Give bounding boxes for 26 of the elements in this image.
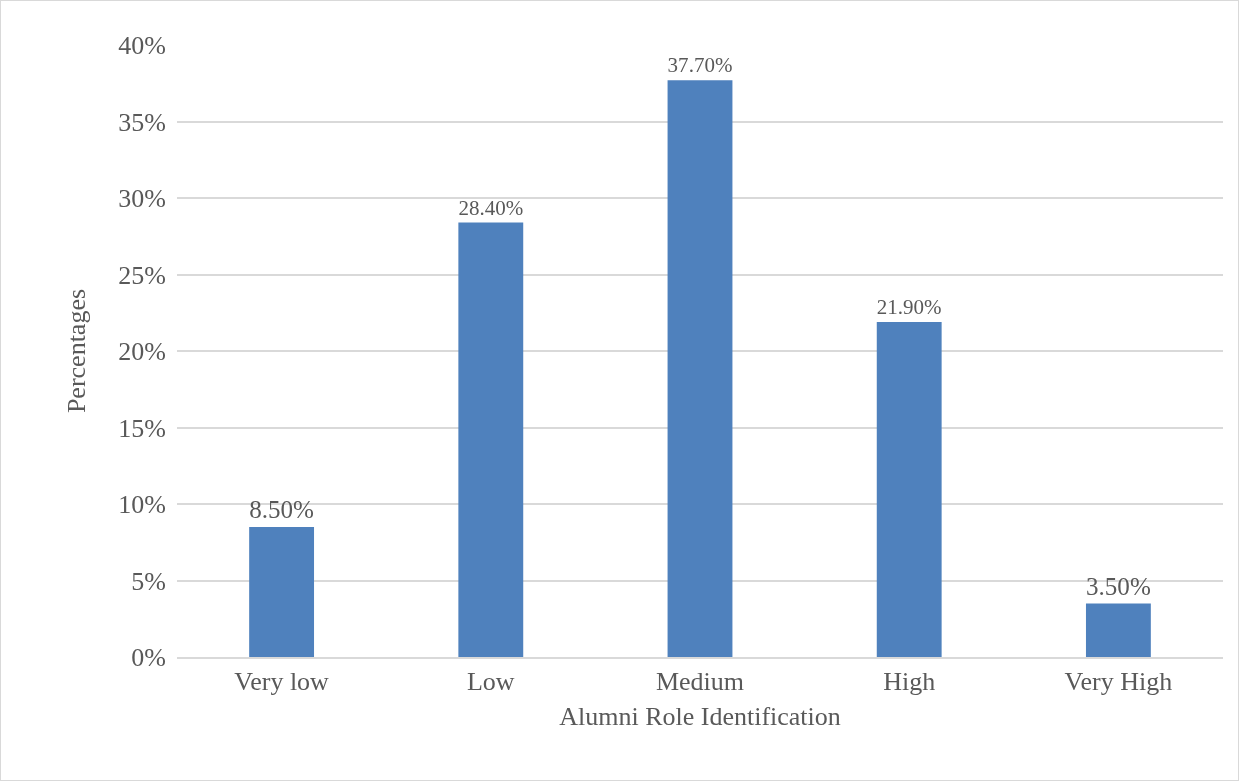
y-tick-label: 5%: [131, 566, 166, 596]
x-tick-label: Very High: [1064, 666, 1173, 696]
data-label: 8.50%: [249, 496, 315, 524]
bar: [249, 526, 315, 657]
bar: [876, 321, 942, 657]
y-tick-label: 30%: [118, 184, 166, 214]
bar: [667, 80, 733, 657]
data-label: 37.70%: [667, 53, 733, 78]
x-tick-label: Very low: [234, 666, 330, 696]
data-label: 3.50%: [1085, 572, 1151, 600]
x-tick-label: Medium: [655, 666, 745, 696]
x-axis-title: Alumni Role Identification: [559, 702, 841, 732]
y-tick-label: 25%: [118, 260, 166, 290]
y-tick-label: 15%: [118, 413, 166, 443]
data-label: 28.40%: [458, 195, 524, 220]
x-tick-label: Low: [466, 666, 515, 696]
data-label: 21.90%: [876, 295, 942, 320]
y-tick-label: 35%: [118, 107, 166, 137]
x-tick-label: High: [883, 666, 936, 696]
y-tick-label: 40%: [118, 31, 166, 61]
bar: [458, 222, 524, 657]
y-axis-title: Percentages: [61, 288, 91, 414]
y-tick-label: 0%: [131, 643, 166, 673]
bar: [1085, 603, 1151, 657]
y-tick-label: 10%: [118, 490, 166, 520]
y-tick-label: 20%: [118, 337, 166, 367]
